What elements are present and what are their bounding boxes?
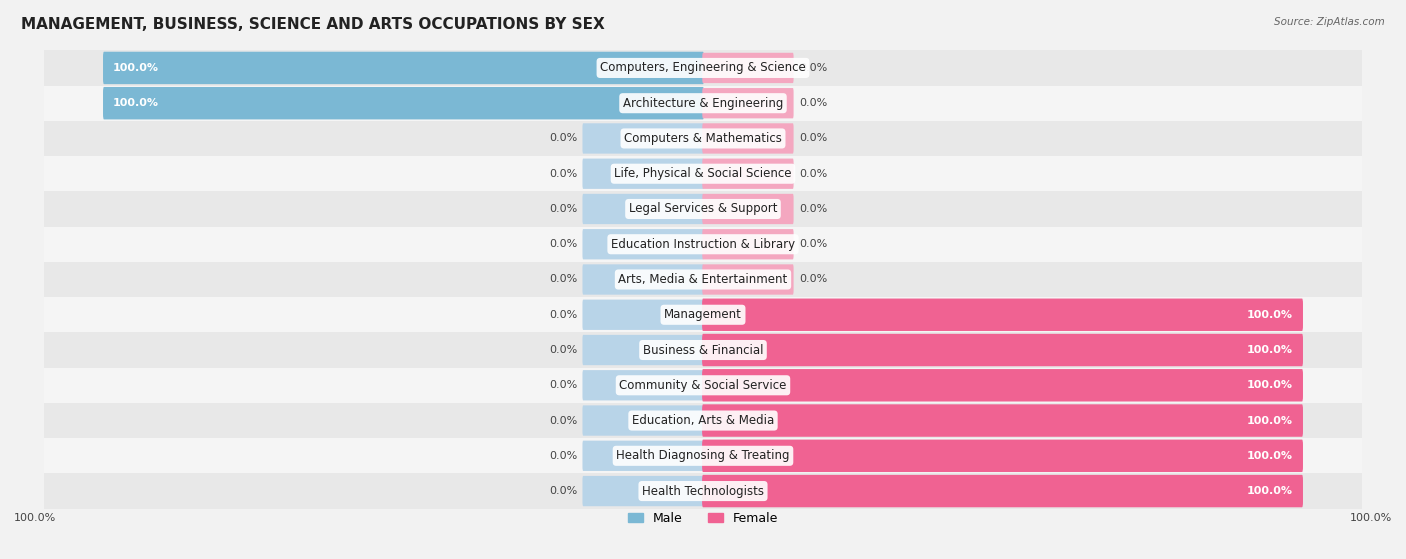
Text: Arts, Media & Entertainment: Arts, Media & Entertainment (619, 273, 787, 286)
Text: 0.0%: 0.0% (548, 345, 578, 355)
Text: 100.0%: 100.0% (1247, 415, 1294, 425)
Text: Education, Arts & Media: Education, Arts & Media (631, 414, 775, 427)
FancyBboxPatch shape (702, 124, 793, 154)
FancyBboxPatch shape (702, 53, 793, 83)
Bar (44, 86, 1362, 121)
FancyBboxPatch shape (582, 159, 704, 189)
Text: 0.0%: 0.0% (548, 204, 578, 214)
FancyBboxPatch shape (582, 124, 704, 154)
Bar (44, 297, 1362, 333)
FancyBboxPatch shape (582, 440, 704, 471)
Text: Architecture & Engineering: Architecture & Engineering (623, 97, 783, 110)
Text: 100.0%: 100.0% (112, 63, 159, 73)
FancyBboxPatch shape (582, 370, 704, 400)
Text: 0.0%: 0.0% (799, 204, 827, 214)
FancyBboxPatch shape (702, 194, 793, 224)
Text: MANAGEMENT, BUSINESS, SCIENCE AND ARTS OCCUPATIONS BY SEX: MANAGEMENT, BUSINESS, SCIENCE AND ARTS O… (21, 17, 605, 32)
Bar (44, 333, 1362, 368)
Text: Computers, Engineering & Science: Computers, Engineering & Science (600, 61, 806, 74)
FancyBboxPatch shape (702, 404, 1303, 437)
FancyBboxPatch shape (702, 159, 793, 189)
FancyBboxPatch shape (702, 229, 793, 259)
Text: Business & Financial: Business & Financial (643, 344, 763, 357)
Text: Management: Management (664, 308, 742, 321)
Text: 0.0%: 0.0% (548, 239, 578, 249)
Bar (44, 368, 1362, 403)
Text: 100.0%: 100.0% (1350, 513, 1392, 523)
Text: 100.0%: 100.0% (1247, 310, 1294, 320)
FancyBboxPatch shape (702, 264, 793, 295)
Text: 0.0%: 0.0% (799, 274, 827, 285)
FancyBboxPatch shape (582, 405, 704, 435)
Bar (44, 191, 1362, 226)
Text: 0.0%: 0.0% (799, 98, 827, 108)
Text: 100.0%: 100.0% (1247, 380, 1294, 390)
Text: 0.0%: 0.0% (548, 451, 578, 461)
Text: 0.0%: 0.0% (548, 380, 578, 390)
FancyBboxPatch shape (582, 264, 704, 295)
FancyBboxPatch shape (103, 87, 704, 120)
Text: Source: ZipAtlas.com: Source: ZipAtlas.com (1274, 17, 1385, 27)
Text: 0.0%: 0.0% (548, 486, 578, 496)
Text: 100.0%: 100.0% (1247, 451, 1294, 461)
Text: 0.0%: 0.0% (548, 310, 578, 320)
Legend: Male, Female: Male, Female (623, 507, 783, 530)
Bar (44, 156, 1362, 191)
Text: 0.0%: 0.0% (799, 169, 827, 179)
Text: Computers & Mathematics: Computers & Mathematics (624, 132, 782, 145)
Text: Life, Physical & Social Science: Life, Physical & Social Science (614, 167, 792, 180)
FancyBboxPatch shape (582, 476, 704, 506)
Text: 100.0%: 100.0% (1247, 345, 1294, 355)
Bar (44, 403, 1362, 438)
FancyBboxPatch shape (103, 52, 704, 84)
Bar (44, 50, 1362, 86)
FancyBboxPatch shape (582, 335, 704, 365)
Text: Community & Social Service: Community & Social Service (619, 379, 787, 392)
Text: 0.0%: 0.0% (548, 169, 578, 179)
Text: 100.0%: 100.0% (112, 98, 159, 108)
Text: Education Instruction & Library: Education Instruction & Library (612, 238, 794, 251)
FancyBboxPatch shape (702, 439, 1303, 472)
FancyBboxPatch shape (582, 300, 704, 330)
Text: 100.0%: 100.0% (14, 513, 56, 523)
Text: 0.0%: 0.0% (799, 239, 827, 249)
FancyBboxPatch shape (702, 88, 793, 119)
FancyBboxPatch shape (702, 299, 1303, 331)
Text: 100.0%: 100.0% (1247, 486, 1294, 496)
Text: Health Technologists: Health Technologists (643, 485, 763, 498)
FancyBboxPatch shape (702, 369, 1303, 401)
FancyBboxPatch shape (702, 334, 1303, 366)
Bar (44, 121, 1362, 156)
Text: Health Diagnosing & Treating: Health Diagnosing & Treating (616, 449, 790, 462)
Text: 0.0%: 0.0% (548, 134, 578, 144)
FancyBboxPatch shape (582, 194, 704, 224)
FancyBboxPatch shape (582, 229, 704, 259)
Bar (44, 262, 1362, 297)
Bar (44, 473, 1362, 509)
Bar (44, 438, 1362, 473)
Text: 0.0%: 0.0% (548, 415, 578, 425)
Bar (44, 226, 1362, 262)
FancyBboxPatch shape (702, 475, 1303, 507)
Text: 0.0%: 0.0% (799, 63, 827, 73)
Text: Legal Services & Support: Legal Services & Support (628, 202, 778, 215)
Text: 0.0%: 0.0% (799, 134, 827, 144)
Text: 0.0%: 0.0% (548, 274, 578, 285)
